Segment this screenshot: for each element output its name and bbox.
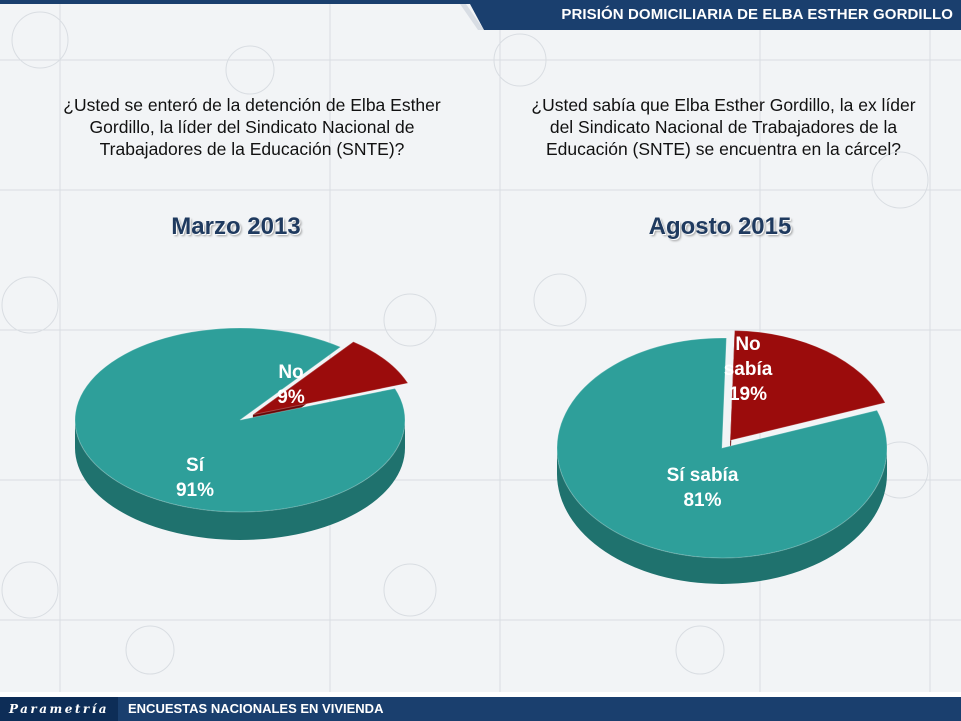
slice-category-si: Sí: [186, 455, 204, 476]
parametria-logo: Parametría: [0, 697, 118, 721]
footer-divider: [0, 692, 961, 697]
pie-2-slice-1: [556, 337, 888, 559]
slice-label-no-sabia: No sabía 19%: [708, 332, 788, 407]
slice-category-no-sabia-1: No: [735, 334, 761, 355]
pie-1-slice-2: [252, 341, 409, 416]
slice-value-no-sabia: 19%: [728, 384, 768, 405]
chart-title-left: Marzo 2013: [171, 213, 301, 240]
pie-chart-2: [556, 329, 888, 584]
pie-1-slice-1: [74, 327, 406, 513]
slice-value-si: 91%: [175, 480, 215, 501]
slice-category-no-sabia-2: sabía: [723, 359, 773, 380]
slice-category-no: No: [278, 362, 304, 383]
slice-label-no: No 9%: [256, 360, 326, 410]
slice-value-si-sabia: 81%: [683, 490, 722, 511]
pie-2-slice-2: [729, 329, 886, 442]
footer-text: ENCUESTAS NACIONALES EN VIVIENDA: [128, 701, 384, 716]
question-left: ¿Usted se enteró de la detención de Elba…: [63, 95, 441, 159]
slice-category-si-sabia: Sí sabía: [666, 465, 739, 486]
header-bar: [0, 0, 961, 30]
pie-2-slice-1-side: [557, 448, 887, 584]
pie-chart-1: [74, 327, 409, 540]
chart-title-right: Agosto 2015: [648, 213, 792, 240]
slice-label-si-sabia: Sí sabía 81%: [640, 463, 765, 513]
slice-value-no: 9%: [277, 387, 305, 408]
pie-1-slice-1-side: [75, 420, 405, 540]
footer-bar: [0, 697, 961, 721]
page-title: PRISIÓN DOMICILIARIA DE ELBA ESTHER GORD…: [561, 6, 953, 23]
question-right: ¿Usted sabía que Elba Esther Gordillo, l…: [531, 95, 916, 159]
slice-label-si: Sí 91%: [150, 453, 240, 503]
